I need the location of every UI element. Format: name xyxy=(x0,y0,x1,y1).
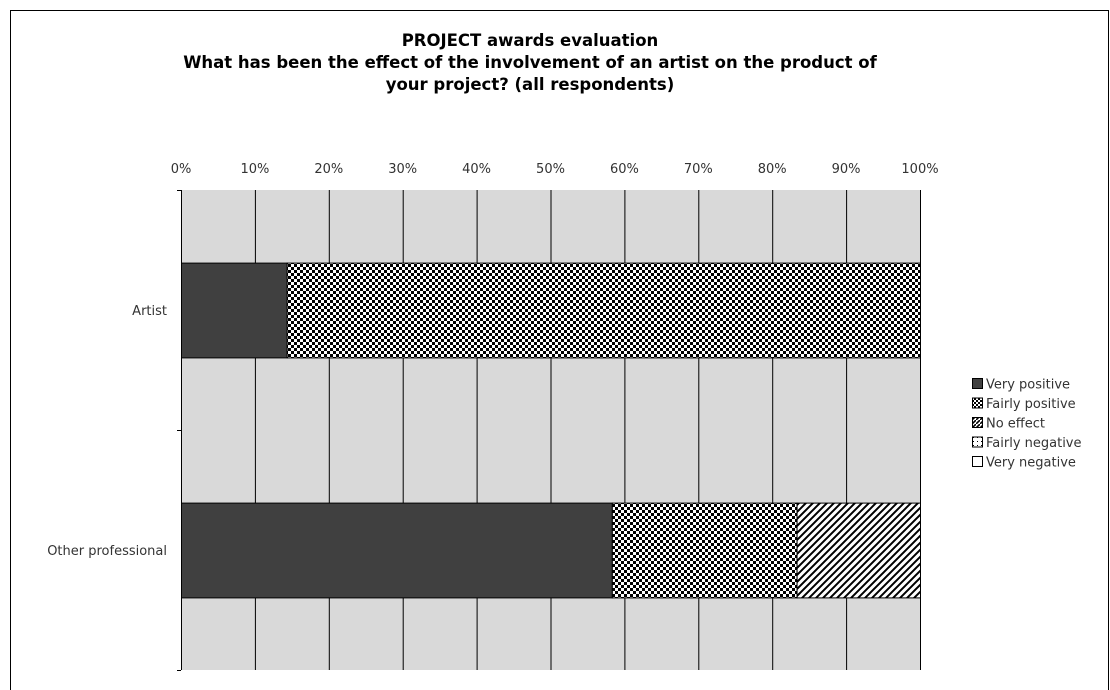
legend-swatch xyxy=(972,417,983,428)
legend-label: Very negative xyxy=(986,456,1076,471)
x-tick-label: 100% xyxy=(901,162,938,177)
x-tick-label: 70% xyxy=(684,162,713,177)
chart-title: PROJECT awards evaluation What has been … xyxy=(0,30,1060,96)
x-tick-label: 90% xyxy=(832,162,861,177)
legend-label: Fairly negative xyxy=(986,436,1082,451)
x-tick-label: 60% xyxy=(610,162,639,177)
x-tick-label: 80% xyxy=(758,162,787,177)
legend-swatch xyxy=(972,436,983,448)
bar-fairly-positive xyxy=(611,502,798,599)
plot-area xyxy=(181,190,921,670)
bar-very-positive xyxy=(181,502,613,599)
category-label: Other professional xyxy=(47,544,167,559)
x-tick-label: 30% xyxy=(388,162,417,177)
category-label: Artist xyxy=(132,304,167,319)
legend: Very positive Fairly positive No effect Fai… xyxy=(972,378,1082,471)
axes: Artist Other professional 0% 10% 20% 30% 40% 50… xyxy=(47,162,939,671)
legend-label: No effect xyxy=(986,417,1045,432)
bar-no-effect xyxy=(796,502,921,599)
legend-swatch xyxy=(972,378,983,389)
legend-label: Very positive xyxy=(986,378,1070,393)
x-tick-label: 40% xyxy=(462,162,491,177)
x-tick-label: 10% xyxy=(240,162,269,177)
legend-label: Fairly positive xyxy=(986,397,1076,412)
chart-title-line-2: What has been the effect of the involvem… xyxy=(183,53,877,72)
bar-fairly-positive xyxy=(286,262,921,359)
legend-swatch xyxy=(972,456,983,467)
x-tick-label: 50% xyxy=(536,162,565,177)
chart-title-line-1: PROJECT awards evaluation xyxy=(401,31,659,50)
chart-title-line-3: your project? (all respondents) xyxy=(385,75,675,94)
x-tick-label: 20% xyxy=(314,162,343,177)
bar-very-positive xyxy=(181,262,288,359)
legend-swatch xyxy=(972,397,983,409)
x-tick-label: 0% xyxy=(171,162,192,177)
